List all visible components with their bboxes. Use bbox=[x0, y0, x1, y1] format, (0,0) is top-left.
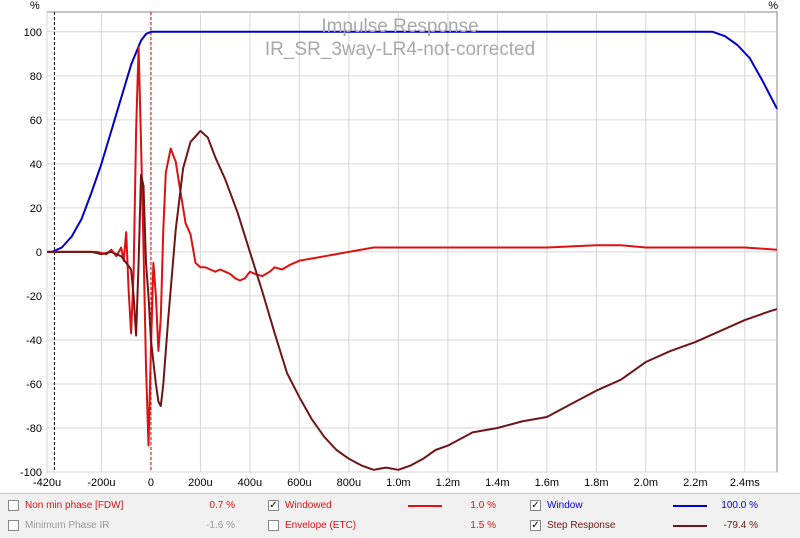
y-tick-label: -20 bbox=[26, 291, 42, 303]
x-tick-label: -420u bbox=[33, 477, 61, 489]
y-axis-label: % bbox=[30, 0, 40, 12]
y-tick-label: 0 bbox=[36, 247, 42, 259]
envelope-value: 1.5 % bbox=[470, 520, 496, 531]
x-tick-label: 1.4m bbox=[485, 477, 509, 489]
chart-subtitle: IR_SR_3way-LR4-not-corrected bbox=[265, 39, 535, 60]
impulse-response-chart[interactable]: 100 80 60 40 20 0 -20 -40 -60 -80 -100 -420u -200u 0… bbox=[0, 0, 800, 493]
y-tick-label: -100 bbox=[20, 467, 42, 479]
y-tick-labels: 100 80 60 40 20 0 -20 -40 -60 -80 -100 bbox=[20, 27, 42, 479]
x-tick-label: 2.0m bbox=[634, 477, 658, 489]
x-tick-label: 0 bbox=[148, 477, 154, 489]
step-response-checkbox[interactable]: ✓ bbox=[530, 520, 541, 531]
window-checkbox[interactable]: ✓ bbox=[530, 500, 541, 511]
markers bbox=[53, 12, 152, 472]
legend-row: Minimum Phase IR -1.6 % Envelope (ETC) 1… bbox=[0, 516, 800, 536]
x-tick-labels: -420u -200u 0 200u 400u 600u 800u 1.0m 1.2m 1.4m 1… bbox=[33, 477, 760, 489]
chart-title: Impulse Response bbox=[321, 16, 478, 37]
minimum-phase-label: Minimum Phase IR bbox=[25, 520, 110, 531]
y-tick-label: -80 bbox=[26, 423, 42, 435]
x-tick-label: 1.8m bbox=[584, 477, 608, 489]
x-tick-label: 2.2m bbox=[683, 477, 707, 489]
y-tick-label: -60 bbox=[26, 379, 42, 391]
windowed-value: 1.0 % bbox=[470, 500, 496, 511]
y-tick-label: 20 bbox=[30, 203, 42, 215]
step-response-value: -79.4 % bbox=[723, 520, 758, 531]
x-tick-label: 600u bbox=[287, 477, 311, 489]
series-lines bbox=[47, 30, 778, 471]
y-tick-label: -40 bbox=[26, 335, 42, 347]
x-tick-label: 400u bbox=[238, 477, 262, 489]
legend-row: Non min phase [FDW] 0.7 % ✓ Windowed 1.0… bbox=[0, 496, 800, 516]
legend-panel: Non min phase [FDW] 0.7 % ✓ Windowed 1.0… bbox=[0, 493, 800, 538]
windowed-swatch bbox=[408, 505, 442, 507]
x-tick-label: 1.6m bbox=[535, 477, 559, 489]
windowed-checkbox[interactable]: ✓ bbox=[268, 500, 279, 511]
minimum-phase-value: -1.6 % bbox=[206, 520, 235, 531]
x-tick-label: 200u bbox=[188, 477, 212, 489]
window-label: Window bbox=[547, 500, 583, 511]
y-tick-label: 80 bbox=[30, 71, 42, 83]
non-min-phase-label: Non min phase [FDW] bbox=[25, 500, 124, 511]
envelope-checkbox[interactable] bbox=[268, 520, 279, 531]
non-min-phase-value: 0.7 % bbox=[209, 500, 235, 511]
y-tick-label: 100 bbox=[24, 27, 42, 39]
x-tick-label: 1.2m bbox=[436, 477, 460, 489]
windowed-label: Windowed bbox=[285, 500, 332, 511]
x-tick-label: 1.0m bbox=[386, 477, 410, 489]
non-min-phase-checkbox[interactable] bbox=[8, 500, 19, 511]
series-line-window bbox=[47, 30, 778, 253]
window-swatch bbox=[673, 505, 707, 507]
step-response-swatch bbox=[673, 525, 707, 527]
y-tick-label: 40 bbox=[30, 159, 42, 171]
y-axis-label-right: % bbox=[768, 0, 778, 12]
x-tick-label: -200u bbox=[87, 477, 115, 489]
y-tick-label: 60 bbox=[30, 115, 42, 127]
envelope-label: Envelope (ETC) bbox=[285, 520, 357, 531]
plot-area[interactable] bbox=[46, 11, 778, 473]
x-tick-label: 800u bbox=[337, 477, 361, 489]
series-line-step-response bbox=[47, 129, 778, 471]
window-value: 100.0 % bbox=[721, 500, 758, 511]
minimum-phase-checkbox[interactable] bbox=[8, 520, 19, 531]
x-tick-label: 2.4ms bbox=[730, 477, 760, 489]
step-response-label: Step Response bbox=[547, 520, 616, 531]
